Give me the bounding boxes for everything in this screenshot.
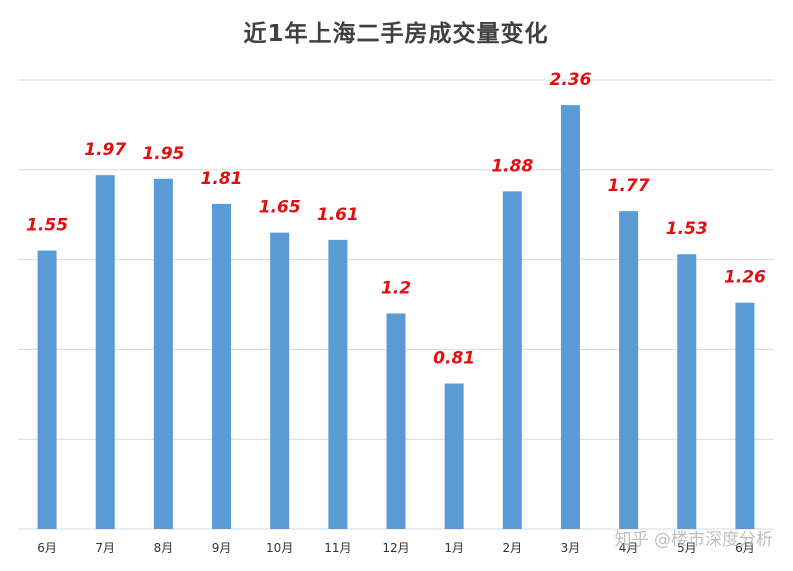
data-label: 1.53 — [666, 219, 708, 239]
chart-title: 近1年上海二手房成交量变化 — [243, 20, 548, 47]
x-tick-label: 5月 — [677, 541, 697, 555]
bar — [328, 239, 348, 529]
data-label: 1.97 — [84, 140, 126, 160]
x-tick-label: 8月 — [154, 541, 174, 555]
x-tick-label: 7月 — [95, 541, 115, 555]
x-tick-label: 1月 — [444, 541, 464, 555]
x-tick-label: 3月 — [561, 541, 581, 555]
data-label: 1.2 — [381, 278, 411, 298]
x-tick-label: 2月 — [502, 541, 522, 555]
x-tick-label: 4月 — [619, 541, 639, 555]
data-label: 1.55 — [26, 216, 68, 236]
data-label: 1.61 — [317, 205, 359, 225]
bar — [212, 203, 232, 529]
x-axis-tick-labels: 6月 7月 8月 9月 10月 11月 12月 1月 2月 3月 4月 5月 6月 — [37, 541, 754, 555]
bar — [560, 105, 580, 530]
data-label: 1.26 — [724, 268, 766, 288]
x-tick-label: 10月 — [266, 541, 293, 555]
bar — [502, 191, 522, 530]
bar — [735, 302, 755, 529]
data-label: 1.88 — [491, 156, 533, 176]
bars — [37, 105, 755, 530]
x-tick-label: 12月 — [382, 541, 409, 555]
data-label: 2.36 — [549, 70, 591, 90]
bar — [95, 175, 115, 530]
value-labels: 1.55 1.97 1.95 1.81 1.65 1.61 1.2 0.81 1.88 2.36 1… — [26, 70, 766, 368]
bar — [444, 383, 464, 529]
data-label: 0.81 — [433, 349, 475, 369]
data-label: 1.77 — [608, 176, 650, 196]
data-label: 1.65 — [259, 198, 301, 218]
x-tick-label: 9月 — [212, 541, 232, 555]
x-tick-label: 11月 — [324, 541, 351, 555]
data-label: 1.81 — [201, 169, 243, 189]
bar — [37, 250, 57, 529]
x-tick-label: 6月 — [735, 541, 755, 555]
x-tick-label: 6月 — [37, 541, 57, 555]
bar — [386, 313, 406, 529]
data-label: 1.95 — [142, 144, 184, 164]
bar — [677, 254, 697, 529]
watermark-text: 知乎 @楼市深度分析 — [615, 530, 773, 550]
bar — [270, 232, 290, 529]
bar — [619, 211, 639, 529]
bar — [153, 178, 173, 529]
